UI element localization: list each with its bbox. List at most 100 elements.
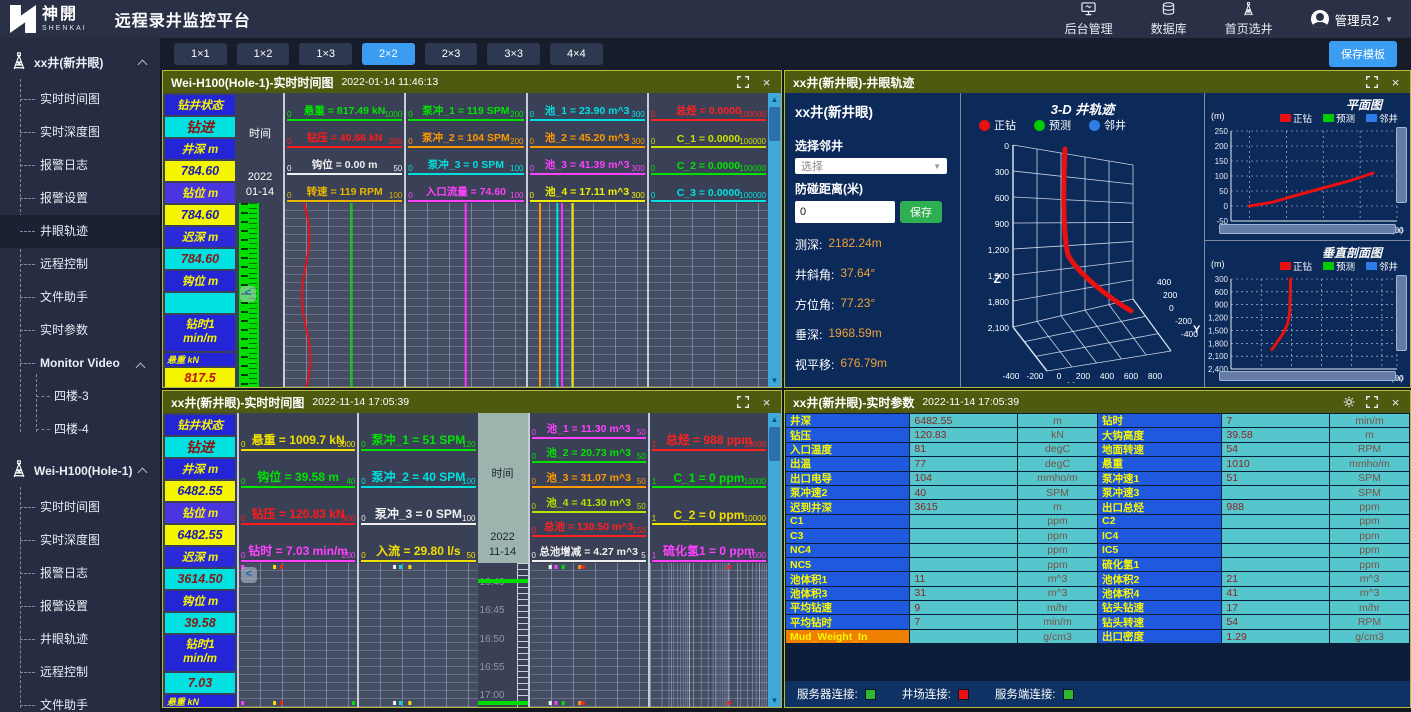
expand-icon[interactable] bbox=[1366, 396, 1379, 409]
sidebar-item-实时深度图[interactable]: 实时深度图 bbox=[0, 524, 160, 557]
scroll-up-icon[interactable]: ▲ bbox=[768, 413, 781, 426]
layout-button-2×2[interactable]: 2×2 bbox=[362, 43, 415, 65]
user-menu[interactable]: 管理员2 ▼ bbox=[1311, 10, 1393, 29]
track-plot bbox=[528, 203, 647, 387]
nav-item-admin[interactable]: 后台管理 bbox=[1065, 2, 1113, 37]
param-label: 钻位 m bbox=[165, 503, 235, 523]
param-value-cell: 54 bbox=[1222, 615, 1329, 628]
close-icon[interactable]: × bbox=[760, 76, 773, 89]
legend-max: 50 bbox=[637, 477, 646, 486]
legend-row: 0悬重 = 817.49 kN1000 bbox=[287, 94, 402, 121]
back-arrow-button[interactable]: < bbox=[240, 286, 256, 302]
close-icon[interactable]: × bbox=[760, 396, 773, 409]
time-legend: 时间202211-14 bbox=[478, 413, 528, 563]
scroll-down-icon[interactable]: ▼ bbox=[768, 374, 781, 387]
well-node-1[interactable]: Wei-H100(Hole-1) bbox=[0, 446, 160, 491]
connection-status: 井场连接: bbox=[902, 686, 969, 702]
layout-button-1×2[interactable]: 1×2 bbox=[237, 43, 290, 65]
track-legend: 0泵冲_1 = 119 SPM2000泵冲_2 = 104 SPM2000泵冲_… bbox=[406, 93, 525, 203]
plan-vertical-slider[interactable] bbox=[1396, 127, 1407, 203]
legend-row: 0钩位 = 39.58 m40 bbox=[241, 451, 355, 488]
expand-icon[interactable] bbox=[737, 396, 750, 409]
offset-well-select[interactable]: 选择 ▼ bbox=[795, 158, 947, 174]
param-name-cell: NC4 bbox=[786, 544, 909, 557]
back-arrow-button[interactable]: < bbox=[241, 567, 257, 583]
expand-icon[interactable] bbox=[737, 76, 750, 89]
plan-horizontal-slider[interactable] bbox=[1219, 224, 1396, 234]
sidebar-item-远程控制[interactable]: 远程控制 bbox=[0, 248, 160, 281]
sidebar-item-四楼-3[interactable]: 四楼-3 bbox=[0, 380, 160, 413]
scroll-down-icon[interactable]: ▼ bbox=[768, 694, 781, 707]
param-name-cell: IC5 bbox=[1098, 544, 1221, 557]
sidebar-item-井眼轨迹[interactable]: 井眼轨迹 bbox=[0, 623, 160, 656]
time-head: 时间 bbox=[492, 415, 514, 530]
legend-text: 池_2 = 20.73 m^3 bbox=[546, 445, 631, 461]
sidebar-item-文件助手[interactable]: 文件助手 bbox=[0, 689, 160, 712]
anticollision-distance-label: 防碰距离(米) bbox=[795, 180, 950, 197]
layout-button-1×1[interactable]: 1×1 bbox=[174, 43, 227, 65]
panel2-title: xx井(新井眼)-井眼轨迹 bbox=[793, 74, 914, 91]
legend-row: 0池_3 = 31.07 m^350 bbox=[532, 463, 646, 488]
save-distance-button[interactable]: 保存 bbox=[900, 201, 942, 223]
sidebar-item-实时时间图[interactable]: 实时时间图 bbox=[0, 83, 160, 116]
param-unit-cell: g/cm3 bbox=[1330, 630, 1409, 643]
panel1-vertical-scrollbar[interactable]: ▲ ▼ bbox=[768, 93, 781, 387]
scroll-up-icon[interactable]: ▲ bbox=[768, 93, 781, 106]
database-icon bbox=[1161, 2, 1176, 19]
sidebar-item-报警设置[interactable]: 报警设置 bbox=[0, 590, 160, 623]
legend-row: 0钩位 = 0.00 m50 bbox=[287, 148, 402, 175]
sidebar-item-远程控制[interactable]: 远程控制 bbox=[0, 656, 160, 689]
panel3-vertical-scrollbar[interactable]: ▲ ▼ bbox=[768, 413, 781, 707]
sidebar-item-四楼-4[interactable]: 四楼-4 bbox=[0, 413, 160, 446]
nav-item-database[interactable]: 数据库 bbox=[1151, 2, 1187, 37]
legend-min: 0 bbox=[532, 526, 536, 535]
panel-grid: Wei-H100(Hole-1)-实时时间图 2022-01-14 11:46:… bbox=[160, 70, 1411, 712]
sidebar-item-报警设置[interactable]: 报警设置 bbox=[0, 182, 160, 215]
nav-item-home[interactable]: 首页选井 bbox=[1225, 2, 1273, 37]
sidebar-item-报警日志[interactable]: 报警日志 bbox=[0, 557, 160, 590]
sidebar-item-实时参数[interactable]: 实时参数 bbox=[0, 314, 160, 347]
svg-text:50: 50 bbox=[1219, 187, 1228, 196]
time-axis-body: 16:4016:4516:5016:5517:0017:05 bbox=[478, 563, 528, 707]
expand-icon[interactable] bbox=[1366, 76, 1379, 89]
param-name-cell: 泵冲速1 bbox=[1098, 472, 1221, 485]
layout-button-4×4[interactable]: 4×4 bbox=[550, 43, 603, 65]
sidebar-item-井眼轨迹[interactable]: 井眼轨迹 bbox=[0, 215, 160, 248]
layout-button-1×3[interactable]: 1×3 bbox=[299, 43, 352, 65]
legend-row: 0泵冲_3 = 0 SPM100 bbox=[408, 148, 523, 175]
sidebar-item-实时时间图[interactable]: 实时时间图 bbox=[0, 491, 160, 524]
close-icon[interactable]: × bbox=[1389, 396, 1402, 409]
trajectory-stats: 测深:2182.24m井斜角:37.64°方位角:77.23°垂深:1968.5… bbox=[795, 223, 950, 388]
sidebar-item-Monitor Video[interactable]: Monitor Video bbox=[0, 347, 160, 380]
sidebar-item-报警日志[interactable]: 报警日志 bbox=[0, 149, 160, 182]
time-tick-label: 17:00 bbox=[480, 690, 505, 701]
sidebar-item-实时深度图[interactable]: 实时深度图 bbox=[0, 116, 160, 149]
section-horizontal-slider[interactable] bbox=[1219, 371, 1396, 381]
legend-text: 池_3 = 31.07 m^3 bbox=[546, 470, 631, 486]
time-date: 202201-14 bbox=[246, 170, 274, 201]
well-node-0[interactable]: xx井(新井眼) bbox=[0, 38, 160, 83]
section-vertical-slider[interactable] bbox=[1396, 275, 1407, 351]
track-plot bbox=[359, 563, 477, 707]
save-template-button[interactable]: 保存模板 bbox=[1329, 41, 1397, 67]
layout-button-3×3[interactable]: 3×3 bbox=[487, 43, 540, 65]
gear-icon[interactable] bbox=[1343, 396, 1356, 409]
sidebar-item-文件助手[interactable]: 文件助手 bbox=[0, 281, 160, 314]
param-unit-cell: RPM bbox=[1330, 615, 1409, 628]
close-icon[interactable]: × bbox=[1389, 76, 1402, 89]
table-row: 出温77degC悬重1010mmho/m bbox=[786, 457, 1409, 470]
track-legend: 0总烃 = 0.00001000000C_1 = 0.00001000000C_… bbox=[649, 93, 768, 203]
param-name-cell: 钻头钻速 bbox=[1098, 601, 1221, 614]
param-label: 钩位 m bbox=[165, 271, 235, 291]
anticollision-distance-input[interactable] bbox=[795, 201, 895, 223]
legend-row: 0池_2 = 20.73 m^350 bbox=[532, 439, 646, 464]
trajectory-stat: 测深:2182.24m bbox=[795, 236, 950, 253]
param-value: 817.5 bbox=[165, 368, 235, 388]
layout-button-2×3[interactable]: 2×3 bbox=[425, 43, 478, 65]
track-plot bbox=[649, 203, 768, 387]
svg-text:400: 400 bbox=[1157, 277, 1171, 287]
stat-value: 37.64° bbox=[840, 266, 875, 283]
param-value-cell: 40 bbox=[910, 486, 1017, 499]
legend-item-正钻: 正钻 bbox=[979, 117, 1016, 133]
param-value-cell bbox=[910, 544, 1017, 557]
